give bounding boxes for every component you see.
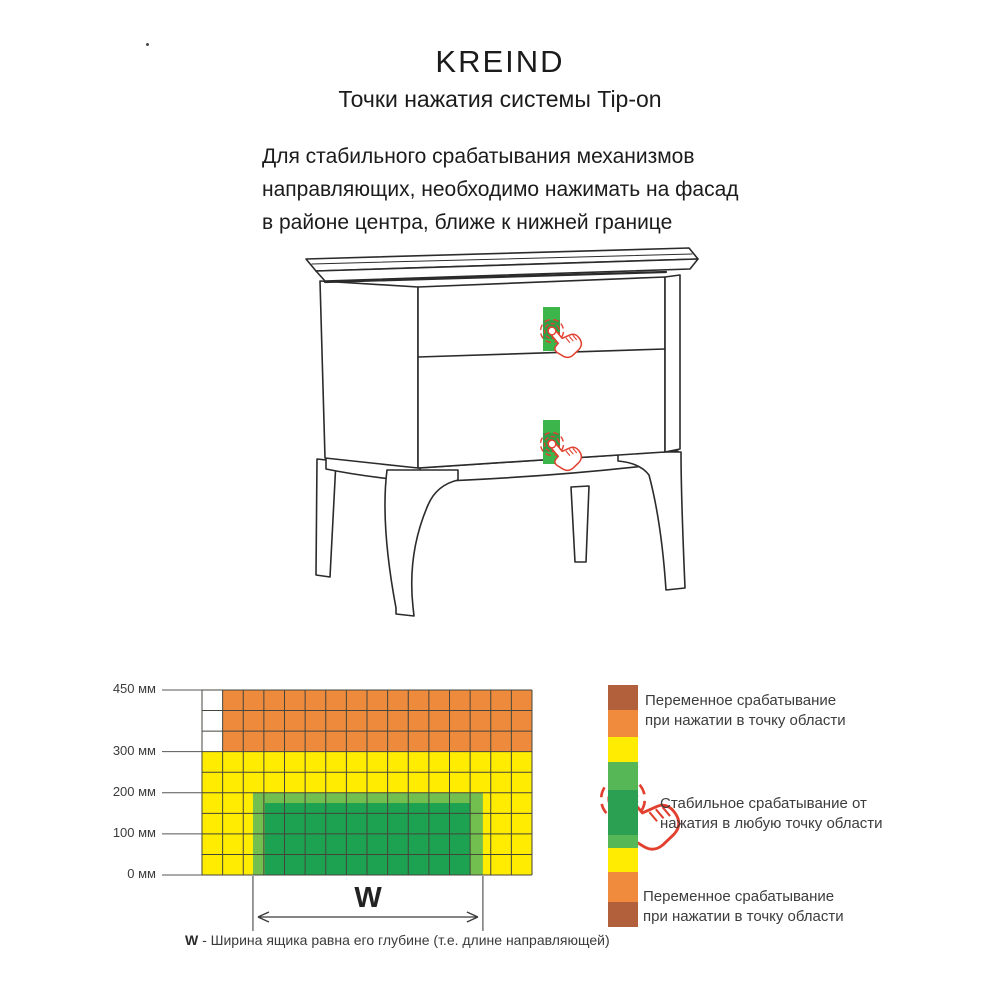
legend-bar-segment-yellow xyxy=(608,737,638,762)
nightstand-right-stile xyxy=(664,274,681,453)
legend-bar-segment-legend_green_light xyxy=(608,835,638,848)
nightstand-side-panel xyxy=(319,280,419,469)
w-dimension-arrow xyxy=(257,911,479,923)
stray-dot xyxy=(146,43,149,46)
legend-bar-segment-orange xyxy=(608,872,638,902)
nightstand-top-lip xyxy=(315,258,699,282)
legend-entry-stable: Стабильное срабатывание от нажатия в люб… xyxy=(660,795,883,832)
nightstand-back-right-leg xyxy=(570,485,590,563)
drawer-divider-line xyxy=(417,348,666,358)
description-line-2: направляющих, необходимо нажимать на фас… xyxy=(262,178,739,201)
nightstand-top-molding-line xyxy=(311,253,693,265)
nightstand-illustration xyxy=(305,247,699,617)
width-caption-prefix: W xyxy=(185,932,199,948)
axis-tick-label: 0 мм xyxy=(127,866,156,881)
nightstand-top-shadow-line xyxy=(323,270,668,284)
axis-tick-label: 100 мм xyxy=(112,824,156,840)
width-dimension-label: W xyxy=(354,882,382,914)
nightstand-front-right-leg xyxy=(617,451,686,591)
zone-stable-response-core xyxy=(264,803,471,875)
axis-tick-label: 200 мм xyxy=(112,783,156,799)
legend-bar-segment-brown xyxy=(608,685,638,710)
width-caption-text: - Ширина ящика равна его глубине (т.е. д… xyxy=(198,932,610,948)
description-line-1: Для стабильного срабатывания механизмов xyxy=(262,145,695,168)
drawer-press-zones xyxy=(535,307,586,477)
page-subtitle: Точки нажатия системы Tip-on xyxy=(338,86,662,112)
legend-bar-segment-legend_green_dark xyxy=(608,790,638,835)
legend-bar-segment-legend_green_light xyxy=(608,762,638,790)
legend-bar-segment-orange xyxy=(608,710,638,737)
axis-tick-label: 450 мм xyxy=(112,681,156,696)
axis-tick-label: 300 мм xyxy=(112,742,156,758)
brand-title: KREIND xyxy=(435,44,565,79)
nightstand-front-left-leg xyxy=(384,469,459,617)
legend-entry-variable-top: Переменное срабатывание при нажатии в то… xyxy=(645,692,846,729)
legend-bar-segment-brown xyxy=(608,902,638,927)
zone-variable-response-top xyxy=(222,690,532,752)
description-line-3: в районе центра, ближе к нижней границе xyxy=(262,211,673,234)
legend-entry-variable-bottom: Переменное срабатывание при нажатии в то… xyxy=(643,888,844,925)
description-text: Для стабильного срабатывания механизмов … xyxy=(262,140,782,239)
nightstand-back-left-leg xyxy=(315,458,337,578)
legend-bar-segment-yellow xyxy=(608,848,638,872)
press-zone-chart xyxy=(162,689,533,931)
legend-color-bar xyxy=(608,685,638,927)
width-caption: W - Ширина ящика равна его глубине (т.е.… xyxy=(185,932,645,948)
